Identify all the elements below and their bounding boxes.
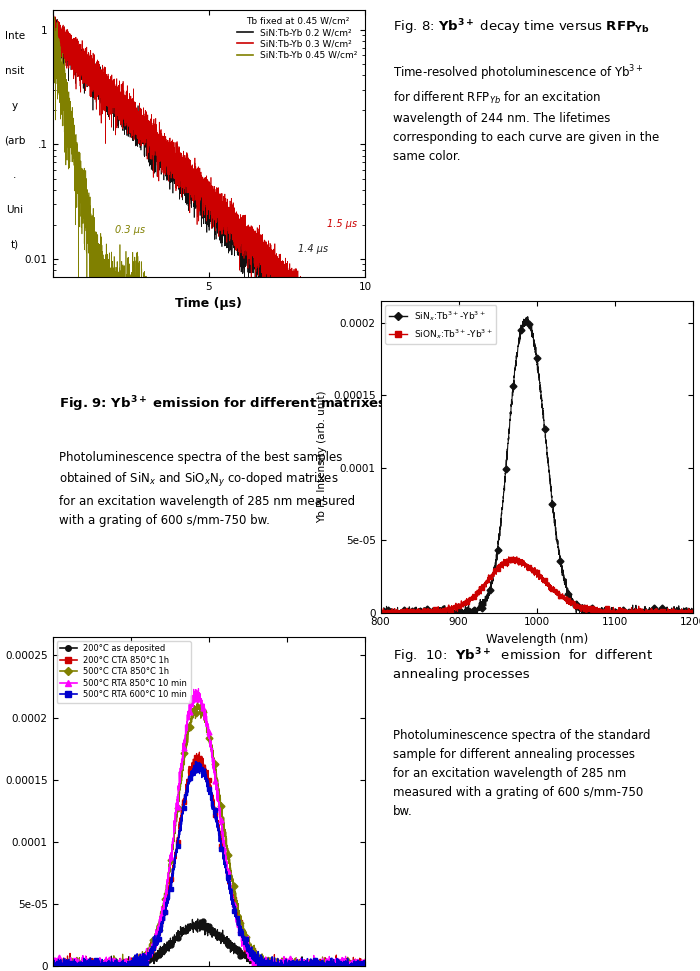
Text: Time-resolved photoluminescence of Yb$^{3+}$
for different RFP$_{Yb}$ for an exc: Time-resolved photoluminescence of Yb$^{…	[393, 63, 659, 163]
Legend: SiN$_x$:Tb$^{3+}$-Yb$^{3+}$, SiON$_x$:Tb$^{3+}$-Yb$^{3+}$: SiN$_x$:Tb$^{3+}$-Yb$^{3+}$, SiON$_x$:Tb…	[385, 306, 496, 344]
Y-axis label: Yb PL Intensity (arb. unit): Yb PL Intensity (arb. unit)	[318, 390, 328, 523]
Text: Fig.  10:  $\bf{Yb^{3+}}$  emission  for  different
annealing processes: Fig. 10: $\bf{Yb^{3+}}$ emission for dif…	[393, 647, 653, 682]
Text: t): t)	[11, 240, 19, 250]
X-axis label: Wavelength (nm): Wavelength (nm)	[486, 633, 588, 646]
Text: Fig. 9: $\bf{Yb^{3+}}$ emission for different matrixes: Fig. 9: $\bf{Yb^{3+}}$ emission for diff…	[59, 394, 386, 414]
Legend: 200°C as deposited, 200°C CTA 850°C 1h, 500°C CTA 850°C 1h, 500°C RTA 850°C 10 m: 200°C as deposited, 200°C CTA 850°C 1h, …	[57, 641, 190, 703]
Text: Fig. 8: $\bf{Yb^{3+}}$ decay time versus $\bf{RFP_{Yb}}$: Fig. 8: $\bf{Yb^{3+}}$ decay time versus…	[393, 17, 650, 37]
Text: .: .	[13, 170, 17, 180]
Text: Inte: Inte	[5, 31, 25, 41]
X-axis label: Time (μs): Time (μs)	[175, 297, 242, 310]
Text: Photoluminescence spectra of the standard
sample for different annealing process: Photoluminescence spectra of the standar…	[393, 729, 650, 818]
Text: Photoluminescence spectra of the best samples
obtained of SiN$_x$ and SiO$_x$N$_: Photoluminescence spectra of the best sa…	[59, 451, 355, 526]
Text: 1.5 μs: 1.5 μs	[328, 219, 358, 229]
Text: (arb: (arb	[4, 135, 26, 146]
Legend: SiN:Tb-Yb 0.2 W/cm², SiN:Tb-Yb 0.3 W/cm², SiN:Tb-Yb 0.45 W/cm²: SiN:Tb-Yb 0.2 W/cm², SiN:Tb-Yb 0.3 W/cm²…	[234, 15, 360, 62]
Text: 0.3 μs: 0.3 μs	[115, 224, 145, 235]
Text: Uni: Uni	[6, 205, 24, 215]
Text: 1.4 μs: 1.4 μs	[298, 244, 328, 254]
Text: y: y	[12, 101, 18, 111]
Text: nsit: nsit	[6, 66, 25, 76]
